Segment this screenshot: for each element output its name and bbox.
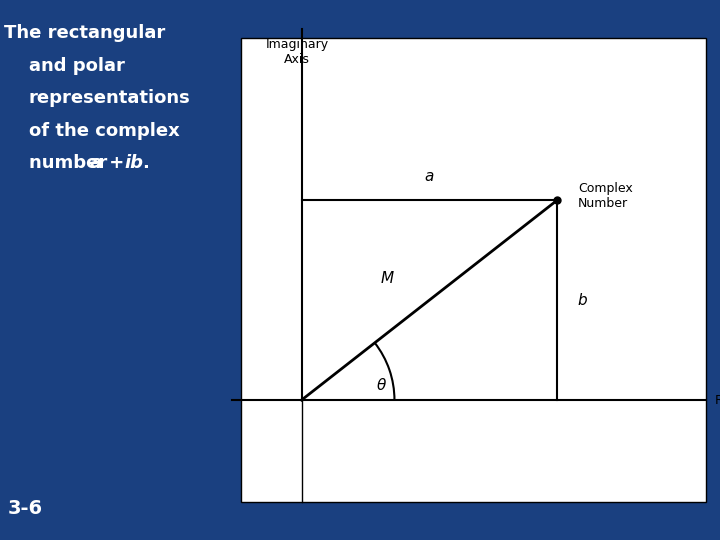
- Text: representations: representations: [29, 89, 191, 107]
- Text: Imaginary
Axis: Imaginary Axis: [266, 38, 328, 66]
- Text: θ: θ: [377, 377, 386, 393]
- Text: M: M: [381, 271, 394, 286]
- Text: a: a: [425, 169, 434, 184]
- Text: a: a: [90, 154, 102, 172]
- Text: .: .: [143, 154, 150, 172]
- Text: +: +: [103, 154, 130, 172]
- Text: Complex
Number: Complex Number: [578, 181, 633, 210]
- Text: number: number: [29, 154, 113, 172]
- Text: Real Axis: Real Axis: [715, 394, 720, 407]
- Text: ib: ib: [125, 154, 143, 172]
- Bar: [241, 38, 706, 502]
- Text: of the complex: of the complex: [29, 122, 179, 139]
- Text: and polar: and polar: [29, 57, 125, 75]
- Text: b: b: [578, 293, 588, 308]
- Text: The rectangular: The rectangular: [4, 24, 165, 42]
- Text: 3-6: 3-6: [7, 500, 42, 518]
